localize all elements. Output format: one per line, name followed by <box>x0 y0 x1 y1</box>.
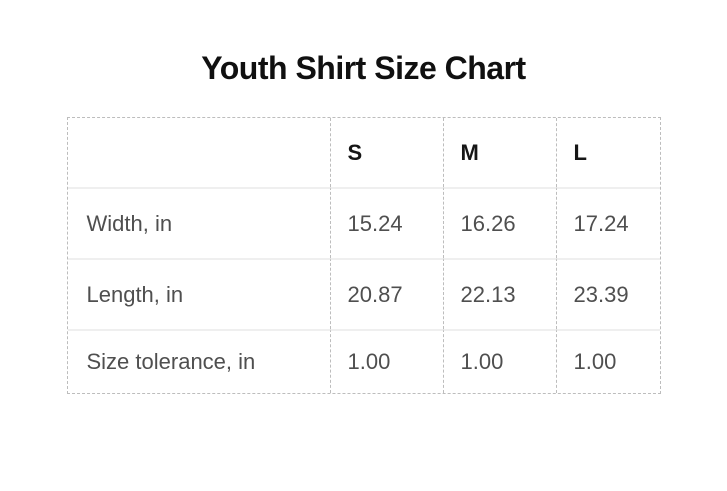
cell-width-m: 16.26 <box>442 187 556 258</box>
size-chart-table: S M L Width, in 15.24 16.26 17.24 Length… <box>66 117 661 394</box>
cell-length-m: 22.13 <box>442 258 556 329</box>
row-label-size-tolerance: Size tolerance, in <box>67 329 330 393</box>
row-label-width: Width, in <box>67 187 330 258</box>
header-cell-m: M <box>442 118 556 187</box>
header-cell-s: S <box>329 118 443 187</box>
page-title: Youth Shirt Size Chart <box>201 50 526 86</box>
cell-tolerance-m: 1.00 <box>442 329 556 393</box>
header-cell-l: L <box>555 118 660 187</box>
header-cell-empty <box>68 118 330 187</box>
row-label-length: Length, in <box>67 258 330 329</box>
cell-length-l: 23.39 <box>555 258 660 329</box>
cell-tolerance-l: 1.00 <box>555 329 660 393</box>
cell-length-s: 20.87 <box>329 258 443 329</box>
cell-tolerance-s: 1.00 <box>329 329 443 393</box>
cell-width-s: 15.24 <box>329 187 443 258</box>
cell-width-l: 17.24 <box>555 187 660 258</box>
